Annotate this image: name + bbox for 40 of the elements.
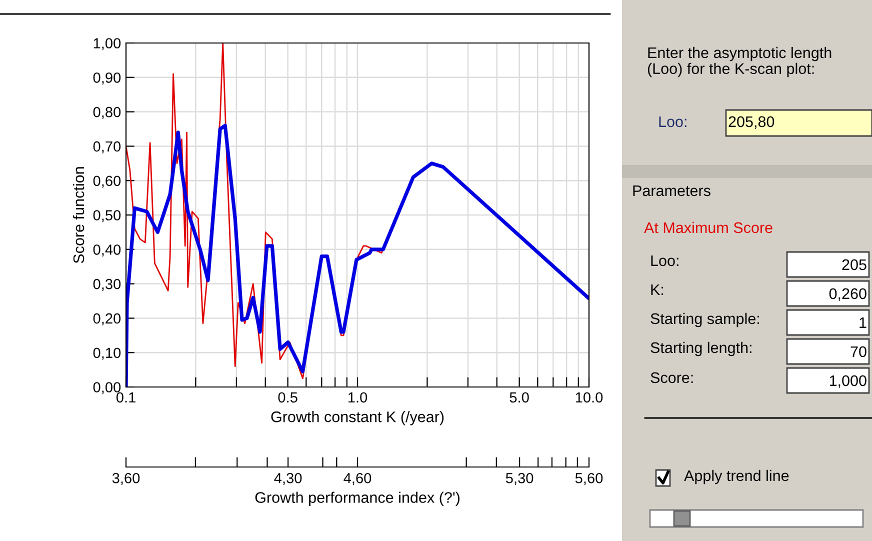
y-tick-label: 0,00 [93,382,121,394]
text: 205,80 [728,116,774,129]
x2-tick-label: 5,60 [575,472,603,485]
x-tick-label: 0.5 [278,392,298,403]
y-axis-title: Score function [72,167,84,264]
y-tick-label: 1,00 [94,38,121,50]
y-tick-label: 0,90 [93,72,121,85]
x-tick-label: 0.1 [116,392,136,403]
x-tick-label: 5.0 [510,392,529,403]
y-tick-label: 0,60 [93,176,121,188]
y-tick-label: 0,40 [93,244,121,257]
text: Starting sample: [650,312,759,328]
text: 70 [850,346,866,358]
x-axis-title: Growth constant K (/year) [271,411,444,426]
x2-tick-label: 4,30 [274,472,302,485]
text: Starting length: [650,342,752,356]
text: 0,260 [829,288,866,301]
y-tick-label: 0,70 [93,141,121,154]
y-tick-label: 0,30 [93,278,121,291]
text: K: [651,284,664,295]
text: Enter the asymptotic length (Loo) for the K-scan plot: [648,46,832,78]
text: Loo: [659,116,686,128]
text: 205 [842,259,866,270]
text: Loo: [651,255,678,266]
text: Parameters [633,185,710,196]
text: Score: [650,372,693,384]
y-tick-label: 0,80 [93,106,121,119]
x-tick-label: 1.0 [348,392,368,403]
x-tick-label: 10.0 [576,392,603,403]
x2-tick-label: 4,60 [344,472,372,485]
y-tick-label: 0,20 [93,313,121,326]
y-tick-label: 0,10 [93,348,121,360]
x2-tick-label: 3,60 [112,472,140,485]
text: 1 [860,317,866,328]
text: At Maximum Score [644,222,772,234]
text: Apply trend line [684,470,789,484]
y-tick-label: 0,50 [93,210,121,222]
x2-tick-label: 5,30 [506,472,534,485]
text: 1,000 [830,375,866,388]
x2-axis-title: Growth performance index (?') [255,492,460,506]
